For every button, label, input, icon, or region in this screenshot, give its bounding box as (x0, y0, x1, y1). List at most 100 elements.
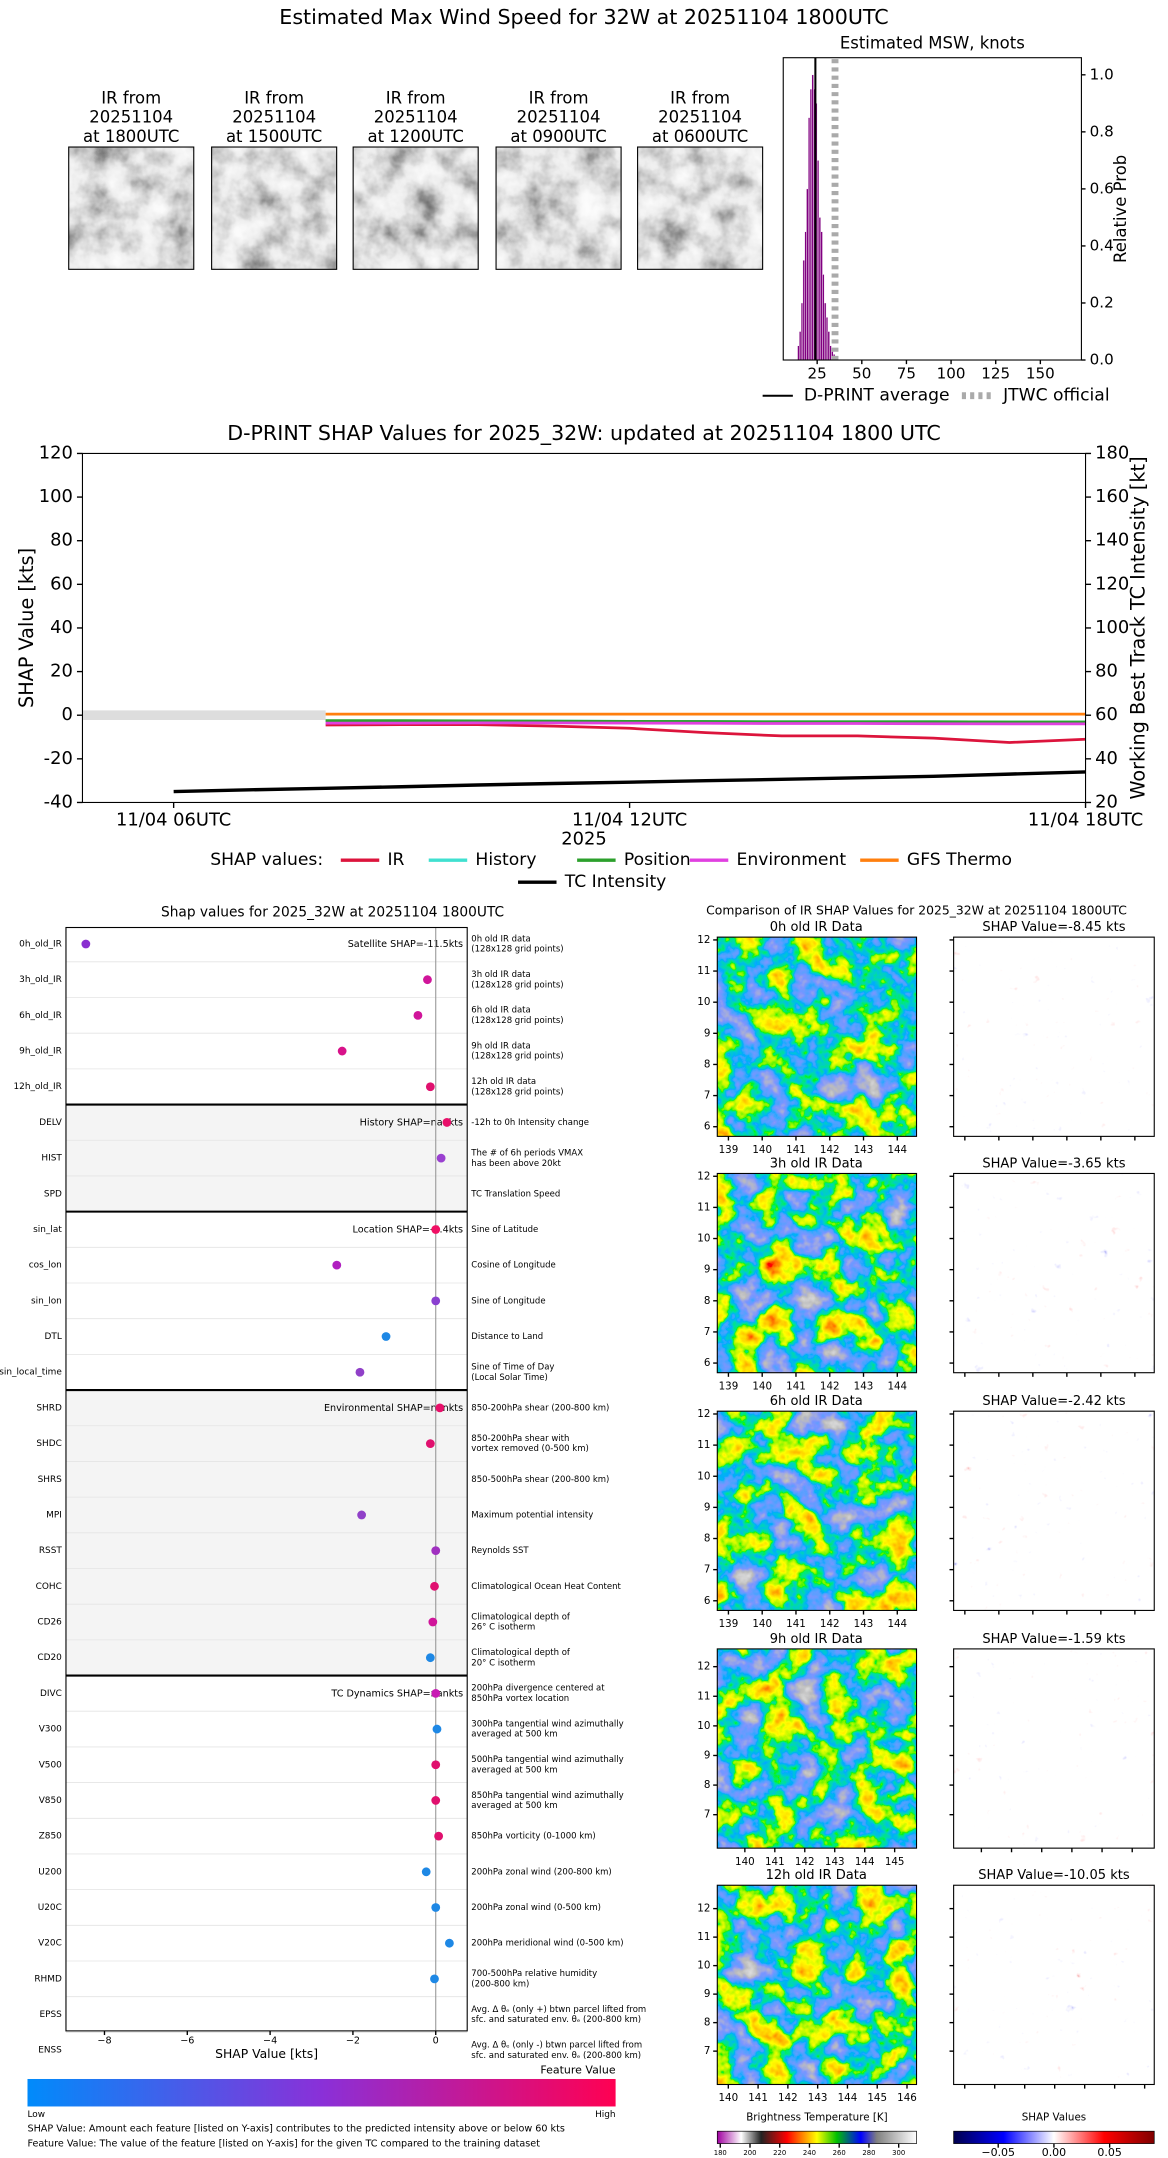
feature-label: RSST (39, 1546, 63, 1556)
x-tick-label: −2 (346, 2036, 360, 2047)
feature-description: vortex removed (0-500 km) (471, 1444, 588, 1454)
y-tick-label: 12 (697, 1903, 710, 1915)
shap-dot (431, 1760, 441, 1770)
colorbar-tick-label: 260 (833, 2149, 846, 2157)
feature-description: 200hPa meridional wind (0-500 km) (471, 1939, 623, 1949)
x-tick-label: 142 (795, 1856, 815, 1868)
x-tick-label: 141 (786, 1380, 806, 1392)
shap-dot (421, 1867, 431, 1877)
y-tick-label: 11 (697, 1690, 710, 1702)
histogram-bar (800, 302, 804, 361)
feature-label: SHDC (36, 1439, 61, 1449)
y-tick-label: 7 (704, 2045, 711, 2057)
y-tick-label: 60 (50, 573, 73, 594)
feature-description: The # of 6h periods VMAX (470, 1148, 583, 1158)
y-tick-label: 0.4 (1090, 236, 1114, 254)
shap-frame (953, 1648, 1155, 1849)
thumbnail-label: IR from (670, 88, 730, 107)
y-tick-label: 10 (697, 1720, 710, 1732)
feature-label: ENSS (38, 2046, 62, 2056)
shap-dot (430, 1581, 439, 1591)
series-line (325, 723, 1086, 744)
shap-image (953, 937, 1155, 1137)
shap-dot (430, 1974, 439, 1984)
y2-tick-label: 100 (1095, 617, 1129, 638)
colorbar-label: Feature Value (540, 2064, 615, 2077)
thumbnail-label: 20251104 (232, 108, 316, 127)
shap-dot (425, 1082, 435, 1092)
histogram-bar (799, 331, 802, 361)
feature-label: Z850 (39, 1832, 62, 1842)
histogram-bar (806, 188, 809, 361)
x-tick-label: 143 (825, 1856, 845, 1868)
x-tick-label: 141 (786, 1618, 806, 1630)
feature-description: 200hPa divergence centered at (471, 1684, 605, 1694)
shap-dot (425, 1653, 435, 1663)
feature-description: 850-500hPa shear (200-800 km) (471, 1475, 609, 1485)
series-line (325, 719, 1086, 724)
thumbnail-label: at 1200UTC (368, 127, 464, 146)
feature-label: CD20 (37, 1653, 62, 1663)
feature-description: 500hPa tangential wind azimuthally (471, 1755, 623, 1765)
feature-label: V20C (38, 1939, 62, 1949)
y2-tick-label: 20 (1095, 791, 1118, 812)
y-axis-label: Relative Prob (1111, 155, 1130, 263)
histogram-bar (816, 160, 820, 361)
shap-dot (431, 1903, 441, 1912)
shap-colorbar (953, 2130, 1155, 2144)
colorbar-label: Brightness Temperature [K] (746, 2111, 887, 2123)
x-tick-label: 140 (752, 1618, 772, 1630)
y-tick-label: 7 (704, 1326, 711, 1338)
feature-label: U20C (38, 1903, 62, 1913)
colorbar-tick-label: 180 (714, 2149, 727, 2157)
x-tick-label: 140 (735, 1856, 755, 1868)
group-label: Satellite SHAP=-11.5kts (348, 939, 463, 950)
y-tick-label: 12 (697, 1408, 710, 1420)
x-tick-label: 11/04 06UTC (116, 809, 231, 830)
shap-frame (953, 1410, 1155, 1611)
feature-label: COHC (36, 1582, 62, 1592)
legend-label: History (475, 850, 536, 870)
shap-panel-title: SHAP Value=-1.59 kts (982, 1632, 1125, 1647)
ir-thumbnail (496, 147, 622, 270)
y-axis-label: SHAP Value [kts] (15, 548, 38, 708)
thumbnail-label: IR from (244, 88, 304, 107)
colorbar-tick-label: 200 (743, 2149, 756, 2157)
shap-dot (357, 1510, 367, 1520)
y-tick-label: 7 (704, 1090, 711, 1102)
ir-image (717, 1648, 917, 1849)
y-tick-label: 20 (50, 661, 73, 682)
thumbnail-label: 20251104 (89, 108, 173, 127)
shap-frame (953, 936, 1155, 1137)
feature-description: 850-200hPa shear (200-800 km) (471, 1403, 609, 1413)
x-tick-label: 0 (433, 2036, 439, 2047)
feature-description: 850-200hPa shear with (471, 1434, 569, 1444)
x-tick-label: 125 (981, 364, 1010, 382)
feature-description: Avg. Δ θₑ (only +) btwn parcel lifted fr… (471, 2005, 646, 2015)
x-tick-label: 143 (854, 1618, 874, 1630)
x-tick-label: 144 (887, 1144, 907, 1156)
y-tick-label: 40 (50, 617, 73, 638)
x-tick-label: 142 (778, 2092, 798, 2104)
legend-label: D-PRINT average (804, 386, 950, 406)
feature-label: U200 (38, 1867, 62, 1877)
x-tick-label: 143 (808, 2092, 828, 2104)
feature-label: DIVC (40, 1689, 62, 1699)
group-band (65, 1104, 468, 1212)
x-tick-label: 141 (748, 2092, 768, 2104)
x-tick-label: 140 (752, 1144, 772, 1156)
x-tick-label: 142 (820, 1618, 840, 1630)
shap-dot (431, 1296, 441, 1306)
x-tick-label: 140 (718, 2092, 738, 2104)
feature-description: Avg. Δ θₑ (only -) btwn parcel lifted fr… (471, 2041, 642, 2051)
x-tick-label: 75 (897, 364, 916, 382)
shap-panel-title: SHAP Value=-8.45 kts (982, 920, 1125, 935)
feature-description: sfc. and saturated env. θₑ (200-800 km) (471, 2051, 641, 2061)
shap-dot (332, 1260, 342, 1270)
x-tick-label: 11/04 18UTC (1028, 809, 1143, 830)
shap-dot (436, 1153, 446, 1163)
x-tick-label: 145 (867, 2092, 887, 2104)
feature-description: (128x128 grid points) (471, 1016, 563, 1026)
thumbnail-label: IR from (386, 88, 446, 107)
